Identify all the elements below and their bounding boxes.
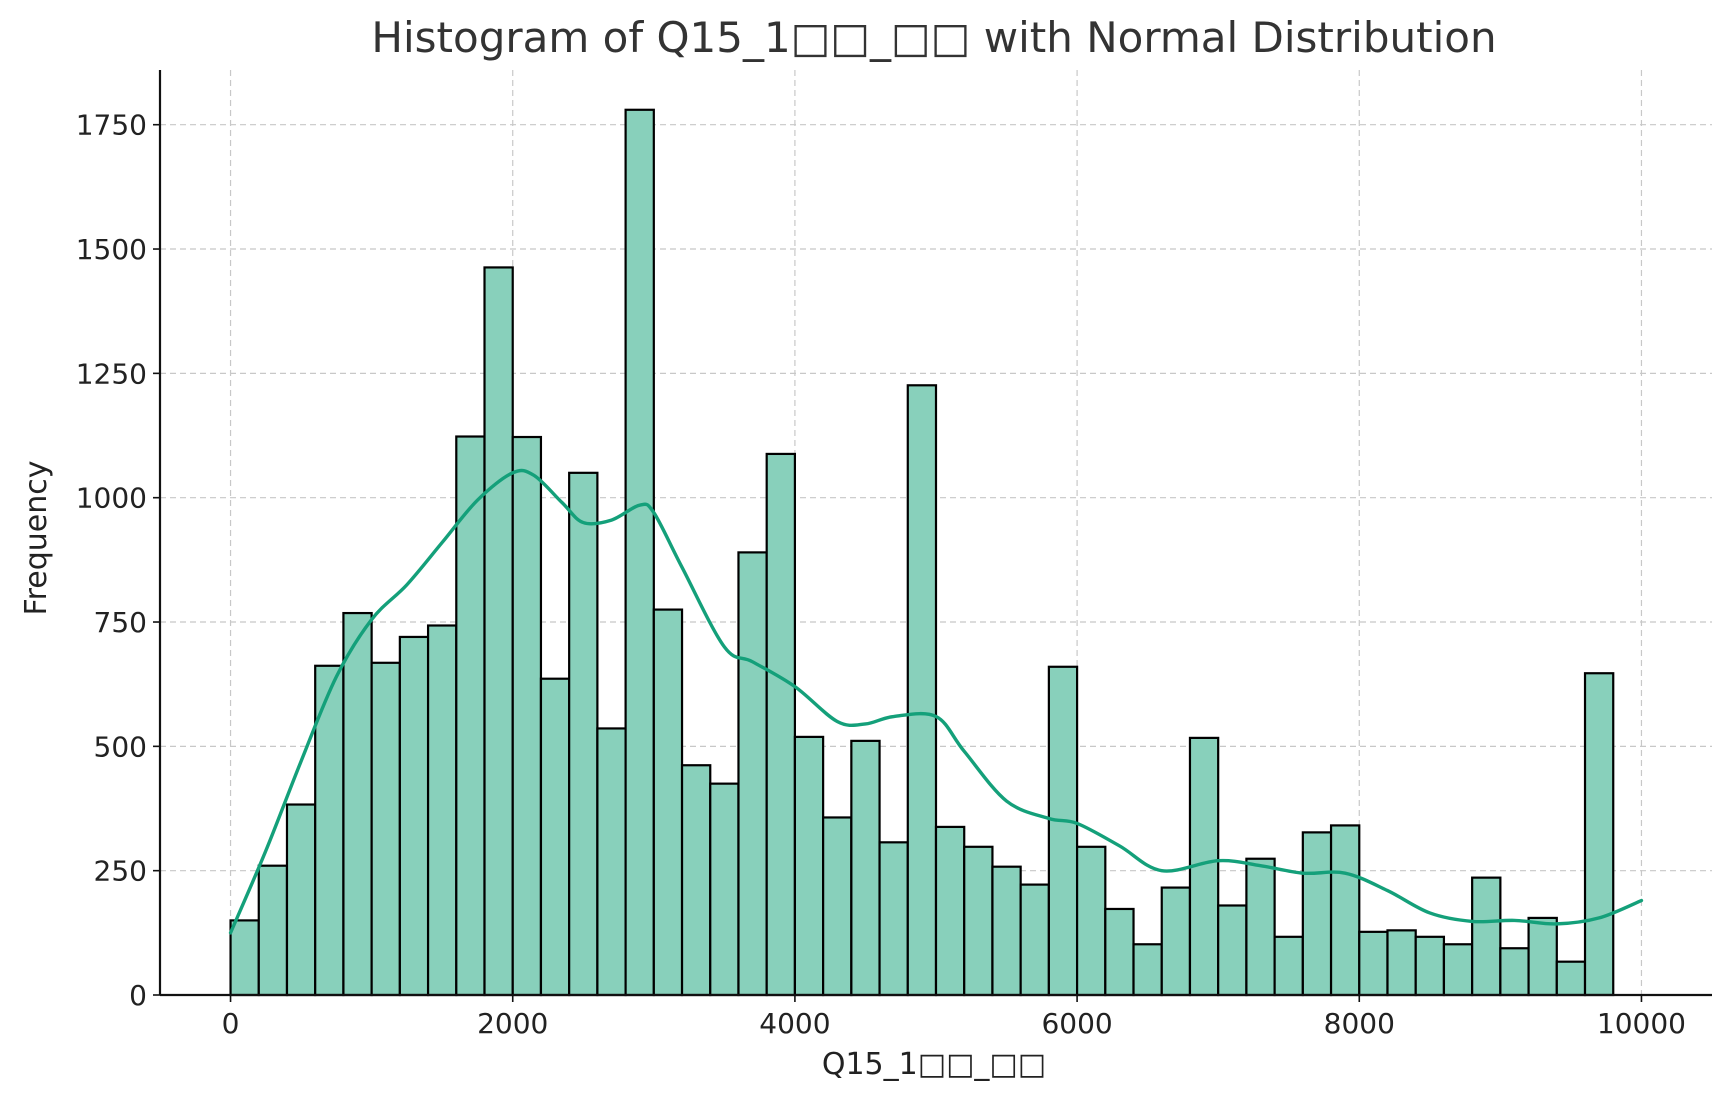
histogram-bar — [822, 816, 853, 997]
histogram-bar — [1019, 883, 1050, 997]
histogram-bar — [765, 452, 797, 997]
histogram-bar — [539, 677, 571, 997]
y-tick-label: 1750 — [76, 109, 147, 142]
histogram-bar — [737, 551, 768, 997]
histogram-bar — [285, 803, 317, 997]
histogram-bar — [483, 266, 514, 997]
histogram-bar — [426, 624, 458, 997]
histogram-bar — [596, 727, 627, 997]
histogram-bar — [1075, 845, 1107, 997]
histogram-bar — [1273, 935, 1304, 997]
histogram-bar — [257, 864, 289, 997]
histogram-bar — [878, 841, 909, 997]
histogram-bar — [398, 635, 430, 997]
histogram-bar — [1555, 960, 1587, 997]
x-tick-label: 6000 — [1041, 1007, 1112, 1040]
histogram-bar — [511, 435, 543, 997]
histogram-bar — [1104, 907, 1135, 997]
x-tick-label: 0 — [222, 1007, 240, 1040]
histogram-bar — [1386, 929, 1417, 997]
histogram-bar — [1499, 947, 1530, 997]
histogram-bar — [1329, 824, 1361, 997]
chart-title: Histogram of Q15_1□□_□□ with Normal Dist… — [371, 13, 1496, 62]
histogram-bar — [850, 739, 881, 997]
histogram-bar — [1471, 876, 1502, 997]
histogram-bar — [1047, 665, 1079, 997]
histogram-bar — [680, 764, 712, 997]
y-tick-label: 250 — [94, 855, 147, 888]
histogram-bar — [1132, 943, 1163, 997]
x-axis-label: Q15_1□□_□□ — [822, 1047, 1046, 1082]
histogram-bars — [229, 108, 1615, 997]
histogram-bar — [709, 782, 740, 997]
x-tick-label: 4000 — [759, 1007, 830, 1040]
grid-lines — [160, 70, 1712, 995]
histogram-bar — [1358, 930, 1389, 997]
histogram-bar — [1245, 857, 1276, 997]
histogram-bar — [793, 735, 825, 997]
histogram-bar — [991, 865, 1022, 997]
distribution-curve — [228, 468, 1644, 935]
histogram-bar — [1442, 943, 1474, 997]
x-tick-label: 10000 — [1597, 1007, 1686, 1040]
histogram-bar — [568, 471, 599, 997]
histogram-bar — [963, 845, 994, 997]
y-tick-label: 0 — [129, 979, 147, 1012]
histogram-bar — [370, 661, 401, 997]
histogram-bar — [342, 611, 373, 997]
x-tick-label: 8000 — [1324, 1007, 1395, 1040]
histogram-bar — [1217, 904, 1248, 997]
histogram-bar — [906, 384, 938, 997]
histogram-bar — [652, 608, 684, 997]
y-axis-label: Frequency — [19, 461, 54, 616]
histogram-bar — [1527, 916, 1558, 997]
y-tick-label: 1500 — [76, 233, 147, 266]
histogram-bar — [934, 825, 966, 997]
y-tick-label: 750 — [94, 606, 147, 639]
y-tick-label: 1000 — [76, 482, 147, 515]
y-tick-label: 500 — [94, 730, 147, 763]
histogram-bar — [1583, 672, 1615, 997]
histogram-bar — [1301, 831, 1333, 997]
x-tick-label: 2000 — [477, 1007, 548, 1040]
x-axis-ticks: 0 2000 4000 6000 8000 10000 — [222, 995, 1686, 1040]
y-tick-label: 1250 — [76, 357, 147, 390]
histogram-bar — [1414, 935, 1446, 997]
y-axis-ticks: 0 250 500 750 1000 1250 1500 1750 — [76, 109, 160, 1012]
histogram-bar — [455, 435, 486, 997]
histogram-bar — [624, 108, 655, 997]
histogram-bar — [229, 919, 260, 997]
histogram-bar — [1160, 886, 1192, 997]
